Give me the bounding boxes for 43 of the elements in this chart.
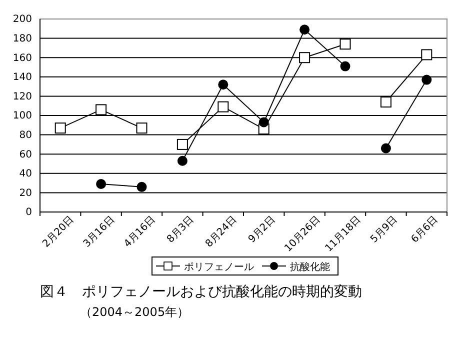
point [218, 101, 229, 112]
x-tick-label: 8月3日 [165, 214, 196, 246]
y-tick-label: 200 [12, 14, 32, 26]
point [218, 80, 228, 90]
y-tick-label: 80 [19, 130, 32, 141]
point [54, 122, 66, 134]
text: （2004～2005年） [80, 305, 190, 319]
point [340, 61, 350, 72]
point [176, 138, 188, 150]
x-tick-label: 9月2日 [246, 214, 278, 246]
y-tick-label: 160 [12, 52, 32, 64]
x-tick-label: 8月24日 [204, 214, 240, 250]
point [340, 38, 351, 50]
point [380, 143, 391, 154]
y-tick-label: 20 [19, 188, 32, 199]
point [421, 49, 432, 60]
point [136, 122, 148, 134]
point [258, 117, 269, 128]
x-tick-label: 11月18日 [324, 214, 364, 254]
x-tick-label: 10月26日 [282, 214, 323, 254]
point [136, 182, 147, 192]
x-tick-label: 3月16日 [82, 214, 117, 250]
legend-label: ポリフェノール [184, 262, 254, 273]
point [177, 156, 188, 166]
y-tick-label: 100 [12, 110, 32, 122]
point [96, 179, 106, 190]
y-tick-label: 120 [12, 91, 32, 102]
point [300, 24, 310, 35]
x-tick-label: 6月6日 [409, 214, 440, 246]
legend-label: 抗酸化能 [290, 261, 330, 273]
y-tick-label: 40 [19, 168, 32, 180]
y-tick-label: 0 [26, 207, 32, 218]
x-tick-label: 5月9日 [368, 214, 400, 246]
y-tick-label: 60 [19, 149, 32, 160]
point [299, 52, 310, 64]
x-tick-label: 2月20日 [40, 214, 76, 250]
x-tick-label: 4月16日 [122, 214, 158, 250]
point [380, 96, 392, 108]
point [422, 74, 432, 85]
point [96, 104, 107, 116]
y-tick-label: 180 [12, 34, 32, 44]
text: 図４ ポリフェノールおよび抗酸化能の時期的変動 [40, 284, 362, 300]
y-tick-label: 140 [12, 72, 32, 84]
